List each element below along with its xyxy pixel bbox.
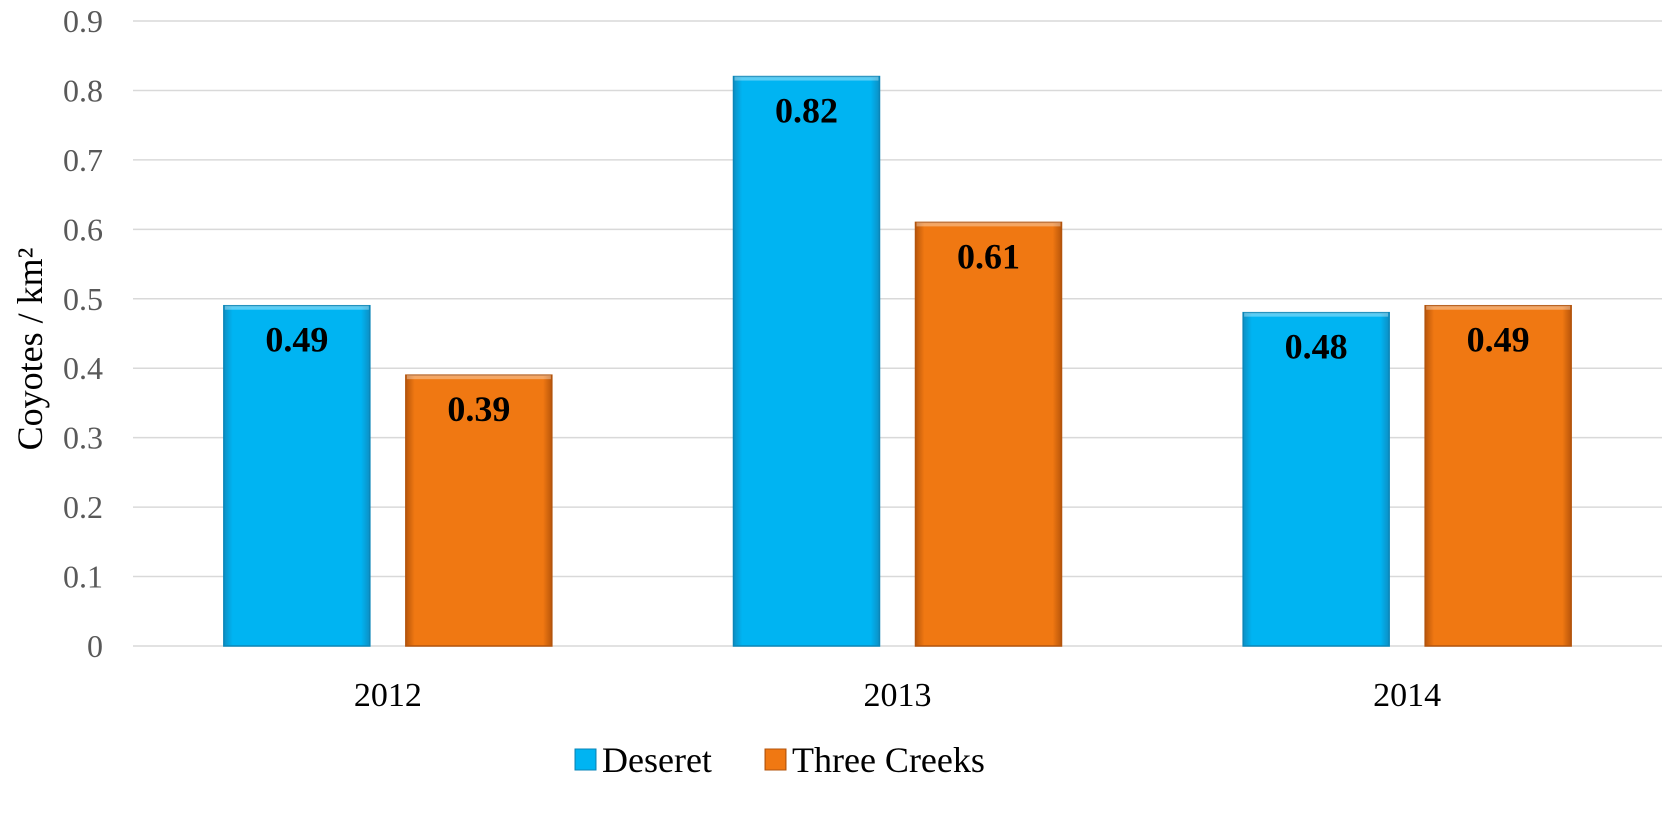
bar-three-creeks-2014 [1424,304,1572,647]
x-tick-label: 2013 [864,677,932,714]
bar-three-creeks-2013 [914,221,1063,647]
x-tick-label: 2012 [354,677,422,714]
y-axis-label: Coyotes / km² [10,248,50,451]
legend: Deseret Three Creeks [574,740,985,780]
bar-deseret-2012 [223,304,371,647]
y-tick-label: 0.4 [63,350,103,386]
gridlines [133,20,1662,647]
bar-deseret-2013 [732,75,881,647]
bar-deseret-2014 [1242,311,1390,647]
data-label: 0.39 [447,389,510,429]
data-labels: 0.49 0.39 0.82 0.61 0.48 0.49 [265,91,1529,430]
bars [223,75,1572,647]
x-axis-categories: 2012 2013 2014 [354,677,1441,714]
y-tick-label: 0.2 [63,489,103,525]
legend-swatch-three-creeks [764,748,787,771]
y-tick-label: 0.6 [63,211,103,247]
data-label: 0.82 [775,91,838,131]
data-label: 0.49 [1467,320,1530,360]
y-axis-ticks: 0 0.1 0.2 0.3 0.4 0.5 0.6 0.7 0.8 0.9 [63,3,103,664]
bar-highlight [734,76,879,81]
y-tick-label: 0.1 [63,559,103,595]
x-tick-label: 2014 [1373,677,1441,714]
legend-label: Three Creeks [792,740,985,780]
legend-label: Deseret [602,740,712,780]
y-tick-label: 0.8 [63,72,103,108]
bar-highlight [916,222,1061,227]
bar-highlight [1426,305,1571,310]
data-label: 0.49 [265,320,328,360]
bar-highlight [406,375,551,380]
bar-three-creeks-2012 [405,374,553,647]
data-label: 0.48 [1285,327,1348,367]
y-tick-label: 0.5 [63,281,103,317]
y-tick-label: 0.7 [63,142,103,178]
data-label: 0.61 [957,236,1020,276]
y-tick-label: 0 [87,628,103,664]
y-tick-label: 0.3 [63,420,103,456]
legend-swatch-deseret [574,748,597,771]
bar-highlight [224,305,369,310]
y-tick-label: 0.9 [63,3,103,39]
bar-highlight [1244,312,1389,317]
